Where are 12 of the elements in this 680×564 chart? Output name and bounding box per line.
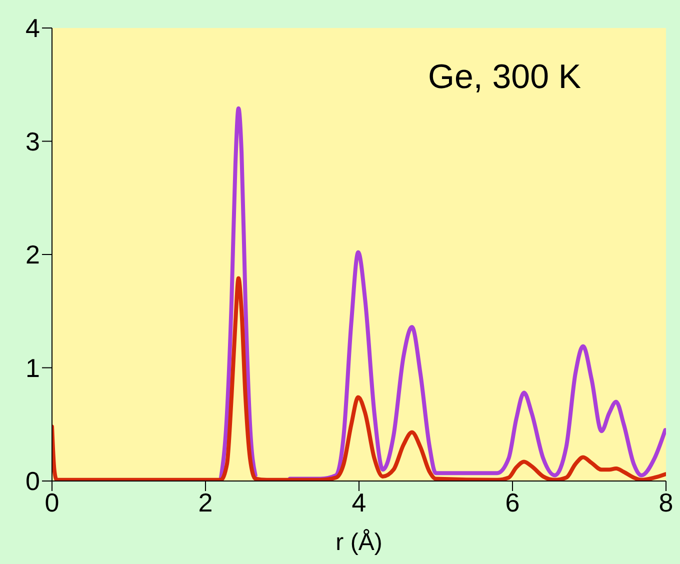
x-tick-label: 8 — [658, 487, 674, 518]
x-tick-label: 6 — [505, 487, 520, 518]
x-tick-label: 2 — [198, 487, 213, 518]
y-tick-label: 0 — [26, 466, 40, 496]
x-tick-label: 4 — [352, 487, 366, 518]
x-tick-label: 0 — [44, 487, 60, 518]
y-tick-label: 2 — [26, 240, 40, 270]
y-tick-label: 1 — [26, 352, 40, 383]
x-axis-title: r (Å) — [336, 529, 382, 556]
y-tick-label: 3 — [26, 126, 40, 156]
y-tick-label: 4 — [26, 13, 40, 44]
annotation: Ge, 300 K — [428, 58, 582, 97]
